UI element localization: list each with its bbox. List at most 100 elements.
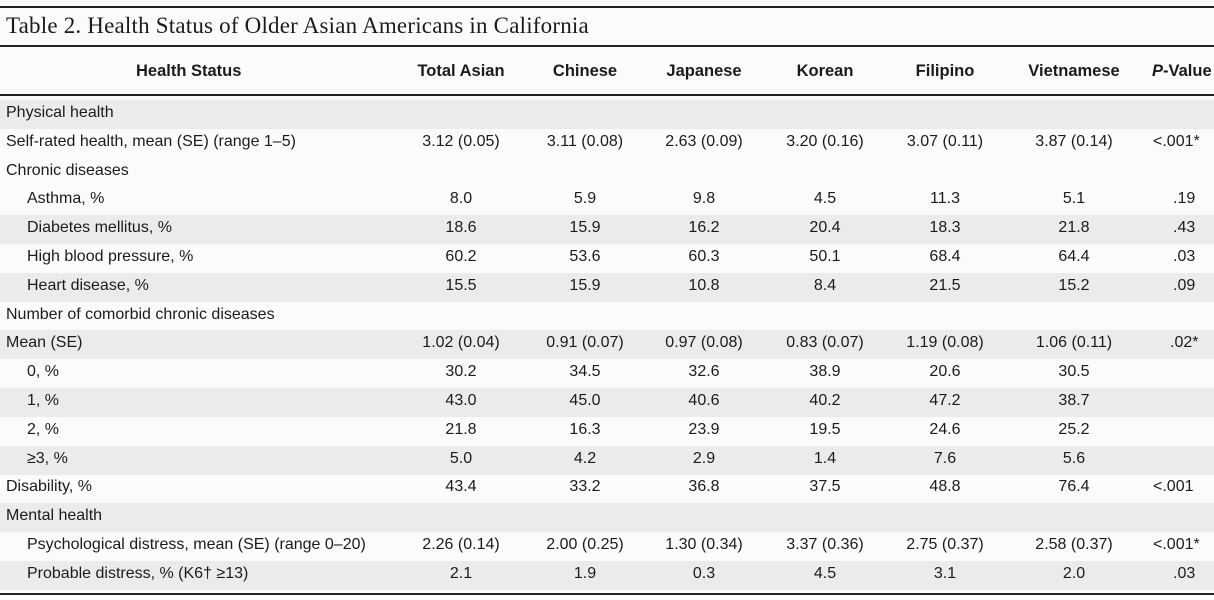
row-label: Probable distress, % (K6† ≥13) [27,564,249,582]
cell-p-value: .43 [1173,219,1196,237]
top-rule [0,6,1214,8]
header-total-asian: Total Asian [417,62,505,80]
cell-total-asian: 1.02 (0.04) [422,334,500,352]
cell-chinese: 0.91 (0.07) [546,334,624,352]
section-label: Chronic diseases [6,161,129,179]
cell-filipino: 1.19 (0.08) [906,334,984,352]
cell-chinese: 53.6 [569,248,601,265]
header-vietnamese: Vietnamese [1028,62,1120,80]
header-filipino: Filipino [915,62,975,80]
cell-chinese: 34.5 [569,363,601,381]
cell-filipino: 3.1 [933,564,957,582]
cell-korean: 3.37 (0.36) [786,536,864,553]
cell-total-asian: 3.12 (0.05) [422,132,500,150]
cell-filipino: 2.75 (0.37) [906,536,984,553]
header-japanese: Japanese [666,62,742,80]
cell-p-value: .03 [1173,248,1196,265]
cell-filipino: 21.5 [929,276,961,294]
cell-p-value: <.001* [1153,132,1200,150]
header-korean: Korean [796,62,854,80]
cell-vietnamese: 5.1 [1062,190,1086,208]
cell-korean: 1.4 [813,449,837,467]
cell-p-value: <.001 [1153,478,1194,496]
cell-vietnamese: 30.5 [1058,363,1090,381]
cell-korean: 38.9 [809,363,841,381]
cell-filipino: 3.07 (0.11) [906,132,984,150]
cell-vietnamese: 2.58 (0.37) [1035,536,1113,553]
table-row: Diabetes mellitus, % 18.6 15.9 16.2 20.4 18.3… [0,215,1214,245]
table-row: High blood pressure, % 60.2 53.6 60.3 50.1 68… [0,244,1214,273]
header-p-rest: -Value [1163,62,1212,80]
cell-total-asian: 43.0 [445,392,477,409]
row-label: Psychological distress, mean (SE) (range… [27,536,366,553]
cell-filipino: 7.6 [933,449,957,467]
cell-filipino: 24.6 [929,420,961,438]
cell-total-asian: 30.2 [445,363,477,381]
cell-filipino: 11.3 [930,190,960,208]
cell-japanese: 2.9 [692,449,716,467]
table-row: Psychological distress, mean (SE) (range… [0,532,1214,561]
table-row: Self-rated health, mean (SE) (range 1–5)… [0,129,1214,158]
cell-japanese: 32.6 [688,363,720,381]
cell-chinese: 16.3 [569,420,601,438]
cell-p-value: .03 [1173,564,1196,582]
row-label: 1, % [27,392,60,409]
cell-chinese: 15.9 [569,276,601,294]
section-label: Number of comorbid chronic diseases [6,305,275,323]
cell-korean: 40.2 [809,392,841,409]
cell-korean: 3.20 (0.16) [786,132,864,150]
cell-japanese: 60.3 [688,248,720,265]
row-label: Mean (SE) [6,334,83,352]
section-label: Mental health [6,507,103,525]
cell-total-asian: 15.5 [445,276,477,294]
cell-japanese: 36.8 [688,478,720,496]
cell-japanese: 0.97 (0.08) [665,334,743,352]
cell-p-value: .19 [1173,190,1196,208]
cell-korean: 4.5 [813,564,837,582]
header-bottom-rule [0,94,1214,96]
table-row: Physical health [0,100,1214,129]
cell-chinese: 15.9 [569,219,601,237]
cell-vietnamese: 38.7 [1058,392,1090,409]
cell-vietnamese: 5.6 [1062,449,1086,467]
table-row: Mental health [0,503,1214,533]
table-row: Probable distress, % (K6† ≥13) 2.1 1.9 0.3 4… [0,560,1214,590]
cell-total-asian: 21.8 [445,420,477,438]
cell-japanese: 16.2 [688,219,720,237]
header-top-rule [0,45,1214,47]
header-chinese: Chinese [552,62,618,80]
cell-chinese: 4.2 [573,449,597,467]
cell-vietnamese: 25.2 [1058,420,1090,438]
cell-japanese: 40.6 [688,392,720,409]
table-bottom-rule [0,593,1214,595]
cell-filipino: 47.2 [929,392,961,409]
row-label: Diabetes mellitus, % [27,219,172,237]
header-p-value: P-Value [1152,62,1212,81]
row-label: Disability, % [6,478,92,496]
cell-filipino: 68.4 [929,248,961,265]
cell-korean: 19.5 [809,420,841,438]
table-row: Heart disease, % 15.5 15.9 10.8 8.4 21.5 15.2.… [0,272,1214,302]
row-label: Asthma, % [27,190,105,208]
cell-japanese: 0.3 [692,564,716,582]
row-label: Self-rated health, mean (SE) (range 1–5) [6,132,296,150]
cell-japanese: 1.30 (0.34) [665,536,743,553]
cell-p-value: <.001* [1153,536,1200,553]
cell-vietnamese: 3.87 (0.14) [1035,132,1113,150]
cell-total-asian: 2.1 [449,564,473,582]
cell-total-asian: 5.0 [449,449,473,467]
cell-filipino: 48.8 [929,478,961,496]
section-label: Physical health [6,104,114,121]
cell-filipino: 20.6 [929,363,961,381]
table-row: 0, % 30.2 34.5 32.6 38.9 20.6 30.5 [0,359,1214,388]
cell-vietnamese: 15.2 [1058,276,1090,294]
row-label: ≥3, % [27,449,68,467]
cell-japanese: 9.8 [692,190,716,208]
cell-vietnamese: 2.0 [1062,564,1086,582]
row-label: Heart disease, % [27,276,149,294]
table-row: 2, % 21.8 16.3 23.9 19.5 24.6 25.2 [0,417,1214,446]
table-row: Disability, % 43.4 33.2 36.8 37.5 48.8 76.4 <.0… [0,474,1214,503]
table-row: Mean (SE) 1.02 (0.04) 0.91 (0.07) 0.97 (0.0… [0,330,1214,360]
cell-chinese: 2.00 (0.25) [546,536,624,553]
